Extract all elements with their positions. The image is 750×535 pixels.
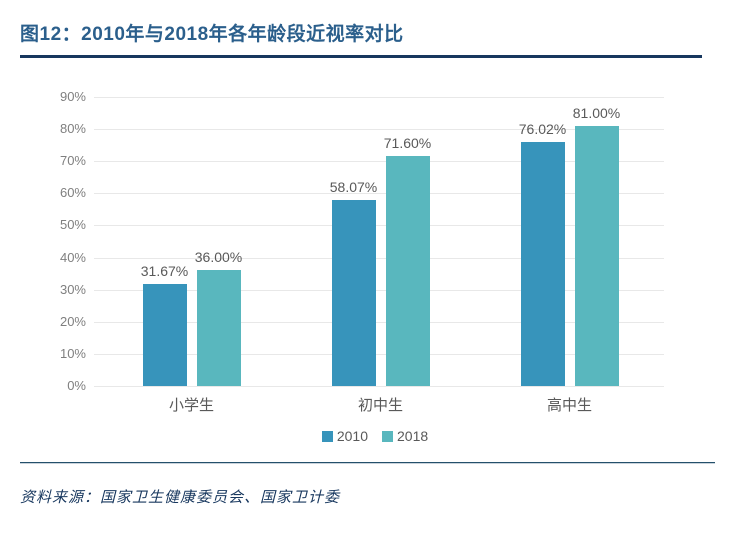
gridline-90 [94,97,664,98]
bar-value-label: 31.67% [140,263,189,280]
bar-value-label: 58.07% [329,178,378,195]
y-axis-tick-40: 40% [59,249,86,265]
x-axis-category-label: 初中生 [357,397,403,414]
legend-label-2010: 2010 [336,428,368,444]
title-divider [20,55,702,58]
legend-swatch-2010 [321,430,333,442]
bar-value-label: 76.02% [518,120,567,137]
bar-2018-初中生 [385,156,430,386]
grouped-bar-chart: 0% 10% 20% 30% 40% 50% 60% 70% 80% 90% 31.67% 36.00… [59,89,664,414]
y-axis-tick-80: 80% [59,121,86,137]
y-axis-tick-70: 70% [59,153,86,169]
x-axis-category-label: 高中生 [546,397,592,414]
gridline-60 [94,193,664,195]
gridline-0 [94,386,664,387]
bar-value-label: 36.00% [194,249,243,266]
y-axis-tick-60: 60% [59,185,86,201]
bar-value-label: 71.60% [383,135,432,152]
bar-2018-小学生 [196,270,241,386]
legend-label-2018: 2018 [397,428,429,444]
gridline-40 [94,257,664,259]
chart-legend: 2010 2018 [0,428,750,444]
bar-2010-小学生 [142,284,187,386]
legend-item-2010: 2010 [321,428,368,444]
gridline-70 [94,161,664,163]
gridline-20 [94,321,664,323]
y-axis-tick-0: 0% [67,378,86,393]
legend-item-2018: 2018 [382,428,428,444]
y-axis-tick-90: 90% [59,89,86,104]
y-axis-tick-50: 50% [59,217,86,233]
y-axis-tick-10: 10% [59,345,86,361]
gridline-80 [94,129,664,131]
gridline-50 [94,225,664,227]
x-axis-category-label: 小学生 [168,397,214,414]
bar-2010-高中生 [520,141,565,386]
legend-swatch-2018 [382,430,393,442]
figure-title: 图12：2010年与2018年各年龄段近视率对比 [20,24,404,45]
y-axis-tick-20: 20% [59,313,86,329]
y-axis-tick-30: 30% [59,281,86,297]
bar-value-label: 81.00% [572,104,621,121]
bar-2010-初中生 [331,199,376,386]
source-note: 资料来源：国家卫生健康委员会、国家卫计委 [20,490,341,506]
bar-2018-高中生 [574,125,619,386]
gridline-10 [94,353,664,355]
gridline-30 [94,289,664,291]
footer-divider [20,462,715,464]
